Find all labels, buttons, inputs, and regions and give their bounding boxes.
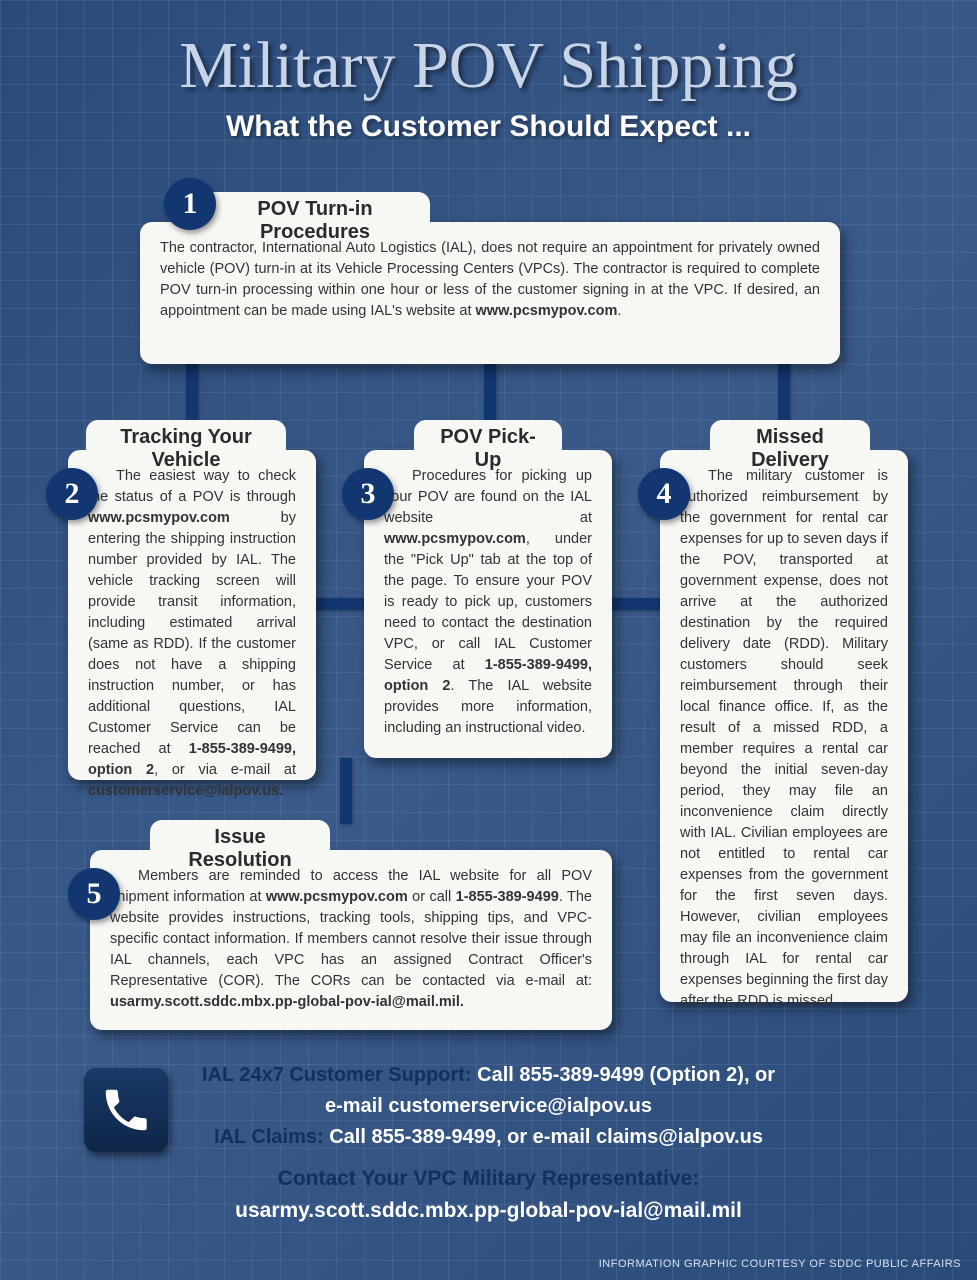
page-subtitle: What the Customer Should Expect ... <box>0 110 977 144</box>
card-body: The military customer is authorized reim… <box>660 450 908 1032</box>
connector <box>316 598 364 610</box>
card-body: Procedures for picking up your POV are f… <box>364 450 612 759</box>
step-badge-2: 2 <box>46 468 98 520</box>
claims-value: Call 855-389-9499, or e-mail claims@ialp… <box>329 1126 763 1148</box>
card-turn-in: POV Turn-in Procedures The contractor, I… <box>140 222 840 364</box>
step-badge-1: 1 <box>164 178 216 230</box>
connector <box>340 758 352 824</box>
credit-line: INFORMATION GRAPHIC COURTESY OF SDDC PUB… <box>599 1258 961 1270</box>
rep-label: Contact Your VPC Military Representative… <box>0 1165 977 1193</box>
card-body: The easiest way to check the status of a… <box>68 450 316 822</box>
step-badge-5: 5 <box>68 868 120 920</box>
claims-label: IAL Claims: <box>214 1126 329 1148</box>
header: Military POV Shipping What the Customer … <box>0 0 977 144</box>
support-label: IAL 24x7 Customer Support: <box>202 1064 477 1086</box>
support-value: Call 855-389-9499 (Option 2), or <box>477 1064 775 1086</box>
card-body: The contractor, International Auto Logis… <box>140 222 840 342</box>
contact-block: IAL 24x7 Customer Support: Call 855-389-… <box>0 1062 977 1230</box>
step-badge-4: 4 <box>638 468 690 520</box>
rep-value: usarmy.scott.sddc.mbx.pp-global-pov-ial@… <box>235 1199 742 1222</box>
connector <box>186 364 198 424</box>
connector <box>778 364 790 424</box>
connector <box>612 598 660 610</box>
step-badge-3: 3 <box>342 468 394 520</box>
card-tracking: Tracking Your Vehicle The easiest way to… <box>68 450 316 780</box>
connector <box>484 364 496 424</box>
card-pickup: POV Pick-Up Procedures for picking up yo… <box>364 450 612 758</box>
card-issue-resolution: Issue Resolution Members are reminded to… <box>90 850 612 1030</box>
page-title: Military POV Shipping <box>0 28 977 104</box>
support-value-2: e-mail customerservice@ialpov.us <box>325 1095 652 1117</box>
card-missed-delivery: Missed Delivery The military customer is… <box>660 450 908 1002</box>
card-body: Members are reminded to access the IAL w… <box>90 850 612 1033</box>
